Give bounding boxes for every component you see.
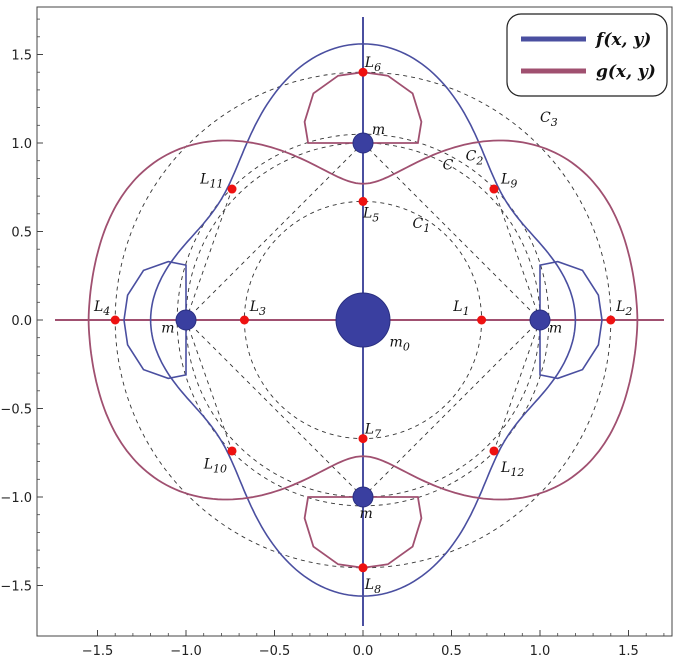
g-top-lobe [303,71,423,144]
mass-2 [529,309,551,331]
legend: f(x, y) g(x, y) [506,13,668,97]
dashed-diagonal-5 [185,188,233,321]
circle-label-4: C3 [540,110,558,129]
y-tick-label-7: 1.5 [11,49,32,64]
dashed-diagonals [185,142,541,498]
y-tick-label-2: −1.0 [0,491,32,506]
mass-label-1: m0 [390,335,410,354]
x-tick-label-4: 0.0 [353,644,374,659]
equilibrium-point-2 [606,315,616,325]
equilibrium-points: L1 L2 L3 L4 L5 L6 L7 L8 L9 L10 L11 L12 [93,55,632,596]
y-tick-label-4: 0.0 [11,314,32,329]
y-tick-label-3: −0.5 [0,403,32,418]
equilibrium-label-1: L1 [452,299,469,318]
dashed-diagonal-6 [493,188,541,321]
ticks: −1.5 −1.0 −0.5 0.0 0.5 1.0 1.5 −1.5 −1.0 −0.5 0.0 0… [0,18,665,659]
masses: m0 m m m m [161,122,562,522]
dashed-diagonal-7 [185,319,233,452]
legend-box [506,13,668,97]
equilibrium-point-12 [489,446,499,456]
equilibrium-label-3: L3 [249,299,266,318]
equilibrium-point-11 [227,184,237,194]
y-tick-label-1: −1.5 [0,580,32,595]
g-curves [87,71,639,569]
equilibrium-label-8: L8 [364,577,381,596]
g-bottom-lobe [303,496,423,569]
equilibrium-label-5: L5 [362,205,379,224]
equilibrium-point-8 [358,563,368,573]
dashed-diagonal-2 [362,142,541,321]
dashed-diagonal-8 [493,319,541,452]
y-tick-label-5: 0.5 [11,226,32,241]
equilibrium-label-9: L9 [500,172,517,191]
equilibrium-label-6: L6 [364,55,381,74]
mass-4 [352,132,374,154]
mass-1 [335,292,391,348]
circle-label-3: C2 [466,149,484,168]
equilibrium-label-12: L12 [500,460,524,479]
g-outer-curve [87,139,639,501]
mass-label-5: m [359,506,372,522]
equilibrium-point-7 [358,434,368,444]
equilibrium-label-11: L11 [199,172,223,191]
mass-label-3: m [161,320,174,336]
x-tick-label-6: 1.0 [530,644,551,659]
f-right-lobe [539,260,603,380]
plot-frame [36,6,673,637]
equilibrium-point-3 [239,315,249,325]
f-left-lobe [123,260,187,380]
equilibrium-label-2: L2 [615,299,632,318]
dashed-diagonal-4 [362,319,541,498]
mass-3 [175,309,197,331]
x-tick-label-1: −1.5 [82,644,114,659]
mass-label-2: m [549,320,562,336]
mass-label-4: m [372,122,385,138]
f-outer-curve [149,43,577,597]
equilibrium-point-9 [489,184,499,194]
x-tick-label-3: −0.5 [259,644,291,659]
x-tick-label-2: −1.0 [170,644,202,659]
x-tick-label-5: 0.5 [441,644,462,659]
circle-label-1: C1 [413,216,431,235]
legend-label-1: f(x, y) [595,30,651,50]
equilibrium-point-6 [358,67,368,77]
x-tick-label-7: 1.5 [618,644,639,659]
equilibrium-label-4: L4 [93,299,110,318]
y-tick-label-6: 1.0 [11,137,32,152]
dashed-diagonal-1 [185,142,364,321]
legend-label-2: g(x, y) [596,62,656,82]
mass-5 [352,486,374,508]
equilibrium-point-5 [358,196,368,206]
dashed-diagonal-3 [185,319,364,498]
circle-label-2: C [443,158,454,174]
equilibrium-label-10: L10 [203,457,227,476]
equilibrium-label-7: L7 [364,421,381,440]
equilibrium-point-4 [110,315,120,325]
plot-border [36,6,673,637]
f-curves [123,43,603,597]
equilibrium-point-10 [227,446,237,456]
equilibrium-point-1 [477,315,487,325]
